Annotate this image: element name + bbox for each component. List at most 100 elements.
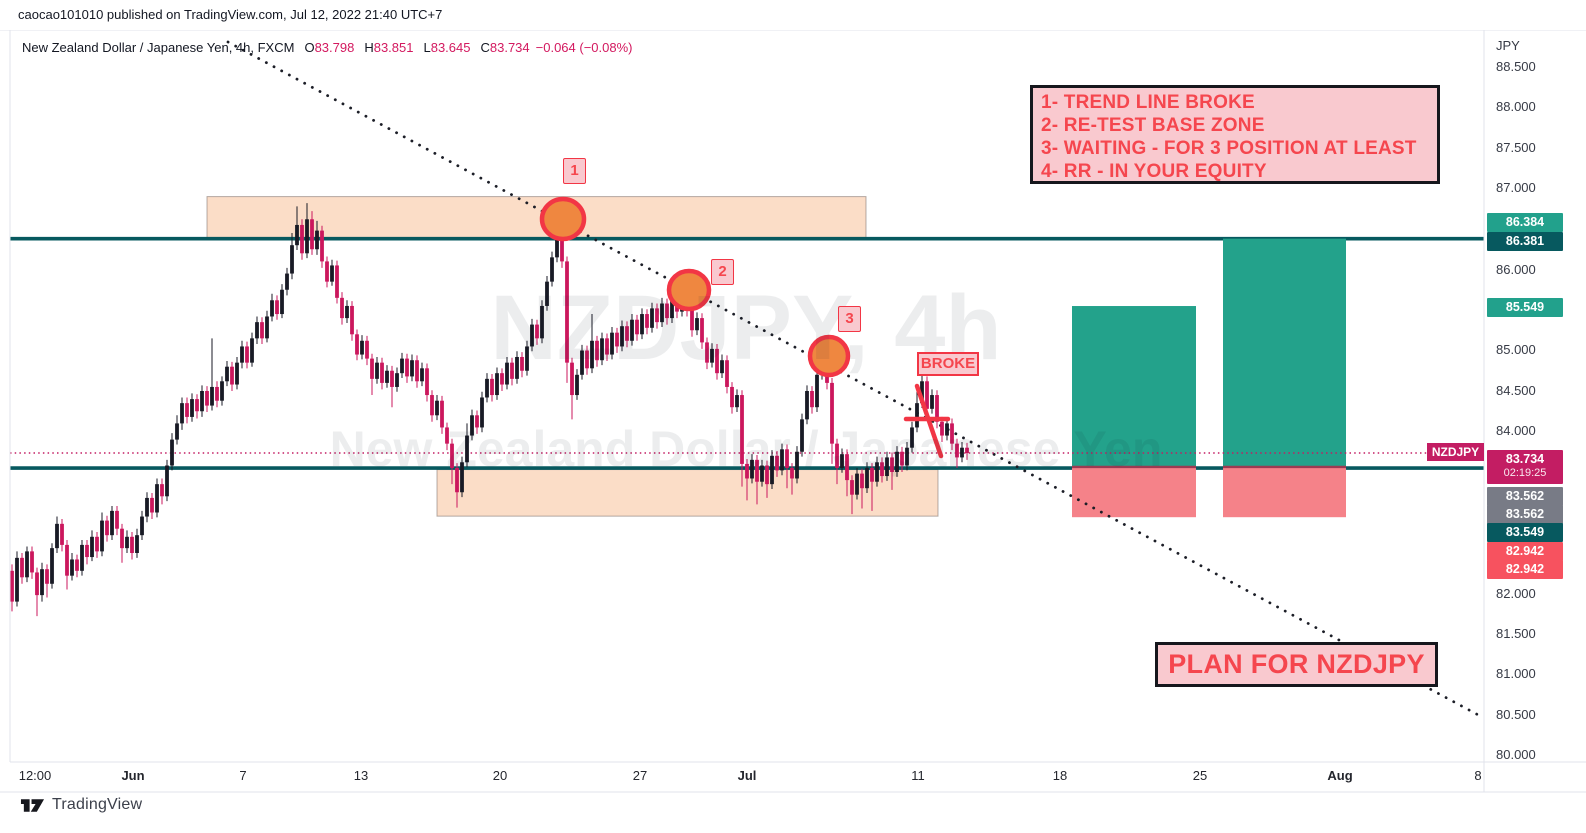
candle <box>440 395 444 434</box>
candle <box>195 394 199 419</box>
candle <box>275 295 279 320</box>
candle <box>625 321 629 348</box>
candle <box>80 540 84 576</box>
price-axis[interactable]: JPY 88.500 88.000 87.500 87.000 86.000 85.000… <box>1484 0 1586 833</box>
candle <box>840 448 844 473</box>
touch-circle[interactable] <box>539 196 587 242</box>
zone-rectangle[interactable] <box>436 469 939 517</box>
candle <box>185 397 189 424</box>
candle <box>465 423 469 468</box>
candle <box>410 354 414 382</box>
candle <box>615 327 619 353</box>
candle <box>15 551 19 607</box>
price-axis-tag: 86.381 <box>1487 231 1563 251</box>
candle <box>790 463 794 495</box>
footer-brand[interactable]: TradingView <box>20 795 142 815</box>
candle <box>960 442 964 463</box>
rr-profit-box[interactable] <box>1223 238 1346 467</box>
price-tick-label: 84.500 <box>1496 383 1536 398</box>
price-tick-label: 85.000 <box>1496 342 1536 357</box>
touch-circle[interactable] <box>807 334 851 378</box>
price-tick-label: 87.500 <box>1496 140 1536 155</box>
touch-circle[interactable] <box>666 268 712 312</box>
time-tick-label: 7 <box>239 768 247 783</box>
candle <box>865 462 869 494</box>
candle <box>815 369 819 413</box>
rr-loss-box[interactable] <box>1223 466 1346 518</box>
trend-touch-marker-1[interactable]: 1 <box>563 158 586 184</box>
price-tick-label: 80.500 <box>1496 707 1536 722</box>
candle <box>135 528 139 558</box>
candle <box>450 438 454 485</box>
candle <box>755 454 759 505</box>
candle <box>370 353 374 396</box>
price-axis-tag: 83.549 <box>1487 522 1563 542</box>
plan-title-box[interactable]: PLAN FOR NZDJPY <box>1155 642 1438 687</box>
candle <box>350 301 354 341</box>
candle <box>100 512 104 557</box>
candle <box>955 438 959 468</box>
price-tick-label: 82.000 <box>1496 586 1536 601</box>
countdown-timer: 02:19:25 <box>1503 467 1547 479</box>
tradingview-logo-icon <box>20 799 45 812</box>
candle <box>235 356 239 390</box>
trendline[interactable] <box>226 40 1484 719</box>
broke-label[interactable]: BROKE <box>917 352 979 376</box>
candle <box>65 540 69 590</box>
candle <box>505 356 509 390</box>
rr-loss-box[interactable] <box>1072 466 1196 518</box>
candle <box>540 300 544 344</box>
price-tick-label: 86.000 <box>1496 262 1536 277</box>
brand-name: TradingView <box>52 796 143 813</box>
candle <box>580 344 584 380</box>
candle <box>360 335 364 360</box>
candle <box>905 442 909 471</box>
candle <box>140 510 144 541</box>
time-axis[interactable]: 12:00 Jun 7 13 20 27 Jul 11 18 25 Aug 8 <box>0 762 1586 792</box>
candle <box>270 293 274 322</box>
price-tick-label: 81.000 <box>1496 666 1536 681</box>
candle <box>210 338 214 411</box>
candle <box>20 553 24 584</box>
candle <box>475 410 479 434</box>
publish-info-text: caocao101010 published on TradingView.co… <box>18 7 443 22</box>
chart-legend[interactable]: New Zealand Dollar / Japanese Yen, 4h, F… <box>22 40 633 55</box>
plan-notes-box[interactable]: 1- TREND LINE BROKE 2- RE-TEST BASE ZONE 3… <box>1030 85 1440 184</box>
candle <box>570 357 574 420</box>
candle <box>165 459 169 502</box>
candle <box>290 233 294 280</box>
candle <box>280 284 284 319</box>
candle <box>810 386 814 414</box>
trend-touch-marker-3[interactable]: 3 <box>838 306 861 332</box>
candle <box>845 449 849 497</box>
time-tick-label: Jun <box>121 768 145 783</box>
candle <box>695 312 699 336</box>
candle <box>895 446 899 477</box>
candle <box>95 531 99 558</box>
candle <box>320 225 324 268</box>
time-tick-label: 20 <box>492 768 508 783</box>
candle <box>260 317 264 345</box>
candle <box>230 361 234 391</box>
candle <box>220 376 224 406</box>
time-tick-label: Aug <box>1327 768 1353 783</box>
candle <box>890 452 894 490</box>
trend-touch-marker-2[interactable]: 2 <box>711 259 734 285</box>
candle <box>115 506 119 536</box>
candle <box>760 459 764 487</box>
candle <box>875 456 879 487</box>
candle <box>565 256 569 383</box>
candle <box>425 363 429 402</box>
candle <box>630 314 634 346</box>
candle <box>405 353 409 383</box>
candle <box>870 463 874 511</box>
candle <box>525 340 529 376</box>
candle <box>335 260 339 304</box>
candle <box>110 506 114 541</box>
candle <box>10 564 14 612</box>
ohlc-pair: C83.734 <box>480 40 530 55</box>
candle <box>125 530 129 553</box>
rr-profit-box[interactable] <box>1072 306 1196 467</box>
candle <box>50 543 54 589</box>
symbol-title[interactable]: New Zealand Dollar / Japanese Yen, 4h, F… <box>22 40 295 55</box>
